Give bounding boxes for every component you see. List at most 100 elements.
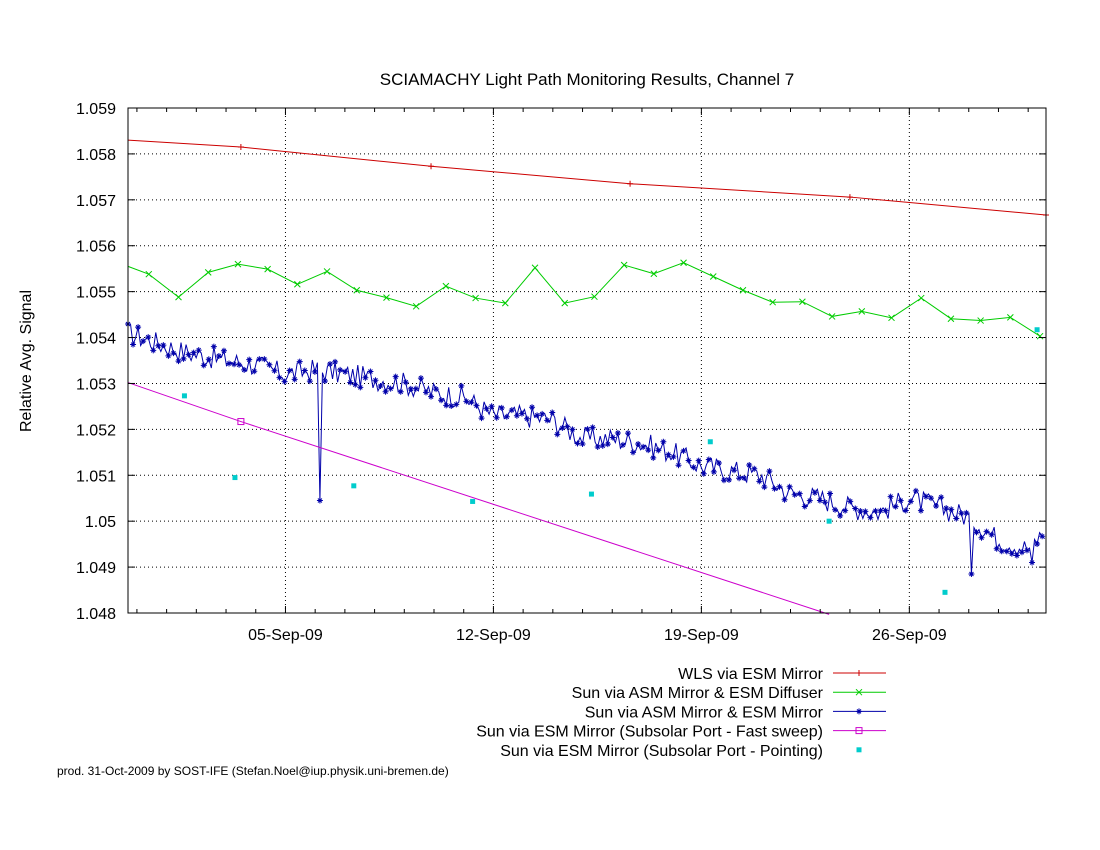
data-point bbox=[458, 382, 465, 389]
data-point bbox=[286, 367, 293, 374]
chart-title: SCIAMACHY Light Path Monitoring Results,… bbox=[380, 70, 795, 89]
data-point bbox=[588, 491, 594, 497]
data-point bbox=[620, 261, 628, 269]
footer-credit: prod. 31-Oct-2009 by SOST-IFE (Stefan.No… bbox=[57, 764, 449, 778]
data-point bbox=[453, 401, 460, 408]
data-point bbox=[746, 461, 753, 468]
data-point bbox=[140, 338, 147, 345]
data-point bbox=[306, 378, 313, 385]
data-point bbox=[710, 468, 717, 475]
data-point bbox=[953, 515, 960, 522]
data-point bbox=[470, 498, 476, 504]
data-point bbox=[938, 494, 945, 501]
data-point bbox=[236, 361, 243, 368]
data-point bbox=[402, 379, 409, 386]
legend-marker bbox=[855, 688, 863, 696]
data-point bbox=[387, 385, 394, 392]
y-tick-label: 1.052 bbox=[76, 422, 116, 439]
data-point bbox=[237, 144, 244, 151]
data-point bbox=[246, 356, 253, 363]
x-tick-label: 12-Sep-09 bbox=[456, 627, 531, 644]
data-point bbox=[200, 362, 207, 369]
data-point bbox=[301, 367, 308, 374]
y-tick-label: 1.057 bbox=[76, 193, 116, 210]
data-point bbox=[311, 368, 318, 375]
data-point bbox=[554, 431, 561, 438]
data-point bbox=[832, 506, 839, 513]
data-point bbox=[407, 385, 414, 392]
data-point bbox=[897, 497, 904, 504]
axis-ticks: 1.048 1.049 1.05 1.051 1.052 1.053 1.054 1.055 1… bbox=[76, 101, 1046, 644]
data-point bbox=[251, 368, 258, 375]
data-point bbox=[584, 426, 591, 433]
y-tick-label: 1.054 bbox=[76, 331, 116, 348]
data-point bbox=[781, 496, 788, 503]
legend-label: Sun via ASM Mirror & ESM Diffuser bbox=[572, 685, 824, 702]
data-point bbox=[442, 282, 450, 290]
data-point bbox=[756, 478, 763, 485]
data-point bbox=[739, 286, 747, 294]
legend-marker bbox=[856, 708, 862, 715]
data-point bbox=[978, 534, 985, 541]
data-point bbox=[1018, 549, 1025, 556]
data-point bbox=[237, 418, 245, 426]
data-point bbox=[293, 280, 301, 288]
data-point bbox=[589, 424, 596, 431]
data-point bbox=[887, 493, 894, 500]
data-point bbox=[947, 315, 955, 323]
data-point bbox=[1034, 327, 1040, 333]
data-point bbox=[609, 434, 616, 441]
data-point bbox=[690, 464, 697, 471]
plot-series bbox=[125, 139, 1049, 615]
data-point bbox=[549, 409, 556, 416]
data-point bbox=[761, 484, 768, 491]
data-point bbox=[508, 407, 515, 414]
data-point bbox=[912, 487, 919, 494]
data-point bbox=[998, 548, 1005, 555]
series-4 bbox=[181, 327, 1040, 595]
data-point bbox=[342, 368, 349, 375]
data-point bbox=[948, 506, 955, 513]
data-point bbox=[276, 374, 283, 381]
data-point bbox=[397, 388, 404, 395]
data-point bbox=[751, 465, 758, 472]
data-point bbox=[917, 507, 924, 514]
data-point bbox=[513, 412, 520, 419]
data-point bbox=[433, 386, 440, 393]
data-point bbox=[1036, 332, 1044, 340]
y-tick-label: 1.053 bbox=[76, 376, 116, 393]
data-point bbox=[231, 361, 238, 368]
x-tick-label: 05-Sep-09 bbox=[248, 627, 323, 644]
data-point bbox=[498, 404, 505, 411]
data-point bbox=[417, 375, 424, 382]
data-point bbox=[828, 313, 836, 320]
series-3 bbox=[127, 382, 830, 615]
y-tick-label: 1.05 bbox=[85, 514, 116, 531]
data-point bbox=[160, 342, 167, 349]
data-point bbox=[786, 483, 793, 490]
data-point bbox=[1029, 559, 1036, 566]
data-point bbox=[215, 353, 222, 360]
data-point bbox=[771, 485, 778, 492]
data-point bbox=[261, 356, 268, 363]
data-point bbox=[872, 507, 879, 514]
data-point bbox=[655, 447, 662, 454]
data-point bbox=[544, 417, 551, 424]
data-point bbox=[811, 489, 818, 496]
data-point bbox=[635, 441, 642, 448]
data-point bbox=[135, 324, 142, 331]
data-point bbox=[377, 382, 384, 389]
x-tick-label: 19-Sep-09 bbox=[664, 627, 739, 644]
y-tick-label: 1.051 bbox=[76, 468, 116, 485]
data-point bbox=[680, 447, 687, 454]
data-point bbox=[155, 342, 162, 349]
data-point bbox=[529, 404, 536, 411]
data-point bbox=[438, 397, 445, 404]
data-point bbox=[769, 298, 777, 306]
data-point bbox=[1023, 547, 1030, 554]
data-point bbox=[627, 180, 634, 187]
data-point bbox=[594, 443, 601, 450]
data-point bbox=[145, 334, 152, 341]
data-point bbox=[707, 439, 713, 445]
